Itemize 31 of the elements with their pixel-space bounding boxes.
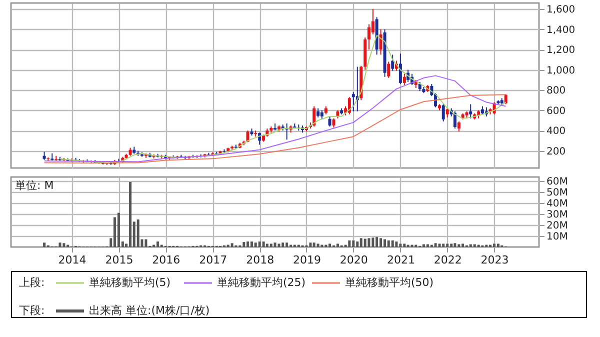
y-tick-label: 1,000 — [546, 65, 576, 76]
legend-label: 単純移動平均(25) — [217, 276, 306, 289]
y-tick-label: 800 — [546, 86, 566, 97]
y-tick-label: 60M — [546, 176, 568, 188]
y-tick-label: 200 — [546, 146, 566, 158]
y-tick-label: 50M — [546, 187, 568, 198]
annotation: 単位: M — [15, 179, 54, 192]
x-tick-label: 2020 — [340, 254, 368, 266]
legend-label: 単純移動平均(50) — [345, 276, 434, 289]
y-tick-label: 10M — [546, 231, 568, 242]
y-tick-label: 600 — [546, 106, 566, 117]
x-tick-label: 2019 — [292, 254, 321, 266]
x-tick-label: 2015 — [105, 254, 134, 266]
x-tick-label: 2016 — [152, 254, 180, 266]
legend-label: 単純移動平均(5) — [89, 276, 171, 289]
x-tick-label: 2021 — [386, 254, 415, 266]
text: 下段: — [19, 304, 45, 317]
x-tick-label: 2017 — [199, 254, 228, 266]
x-tick-label: 2023 — [480, 254, 509, 266]
text: 上段: — [19, 276, 45, 289]
legend-label: 出来高 単位:(M株/口/枚) — [89, 304, 210, 317]
y-tick-label: 30M — [546, 209, 568, 220]
y-tick-label: 1,200 — [546, 45, 576, 56]
y-tick-label: 1,400 — [546, 24, 576, 36]
y-tick-label: 40M — [546, 198, 568, 210]
x-tick-label: 2022 — [434, 254, 462, 266]
y-tick-label: 1,600 — [546, 4, 576, 16]
x-tick-label: 2014 — [58, 254, 86, 266]
x-tick-label: 2018 — [246, 254, 274, 266]
y-tick-label: 20M — [546, 220, 568, 232]
y-tick-label: 400 — [546, 126, 566, 138]
